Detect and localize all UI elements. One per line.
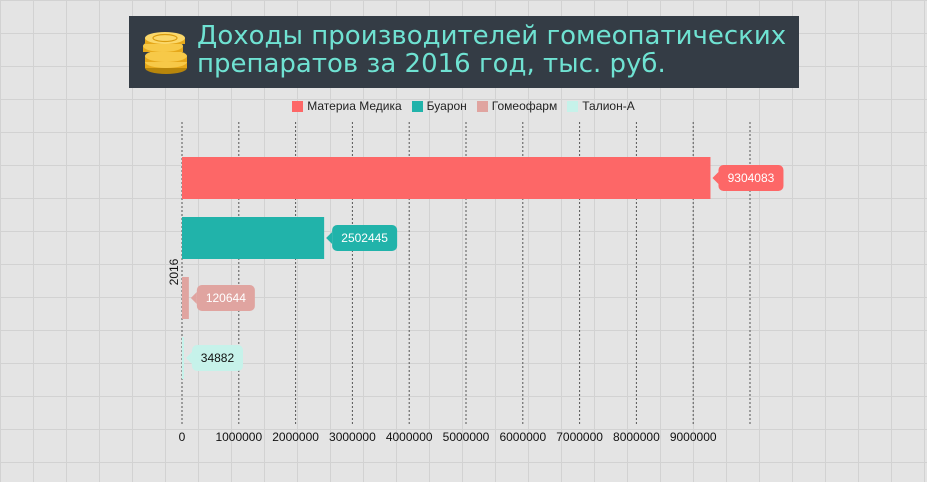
- x-tick-label: 4000000: [386, 430, 433, 444]
- x-tick-label: 2000000: [272, 430, 319, 444]
- bar: [182, 157, 711, 199]
- x-tick-label: 5000000: [443, 430, 490, 444]
- data-label-pointer: [185, 352, 192, 364]
- data-label-box: [332, 225, 398, 251]
- x-tick-label: 9000000: [670, 430, 717, 444]
- legend-label: Гомеофарм: [491, 99, 558, 113]
- x-tick-label: 0: [179, 430, 186, 444]
- gold-coins-icon: [143, 32, 187, 74]
- data-label-pointer: [190, 292, 197, 304]
- data-label-pointer: [712, 172, 719, 184]
- data-label: 34882: [201, 351, 235, 365]
- legend-item: Материа Медика: [292, 99, 402, 113]
- x-tick-label: 6000000: [499, 430, 546, 444]
- data-label-pointer: [326, 232, 333, 244]
- legend-label: Талион-А: [582, 99, 635, 113]
- bar: [182, 277, 189, 319]
- legend-item: Буарон: [411, 99, 467, 113]
- data-label: 2502445: [341, 231, 388, 245]
- legend-label: Буарон: [426, 99, 467, 113]
- legend-swatch: [567, 100, 579, 112]
- bar: [182, 337, 184, 379]
- legend: Материа Медика Буарон Гомеофарм Талион-А: [0, 98, 927, 114]
- x-tick-label: 1000000: [215, 430, 262, 444]
- data-label-box: [191, 345, 243, 371]
- legend-swatch: [476, 100, 488, 112]
- legend-label: Материа Медика: [307, 99, 402, 113]
- legend-item: Талион-А: [567, 99, 635, 113]
- x-tick-label: 7000000: [556, 430, 603, 444]
- data-label: 9304083: [728, 171, 775, 185]
- title-bar: Доходы производителей гомеопатических пр…: [129, 16, 799, 88]
- data-label: 120644: [206, 291, 246, 305]
- x-tick-label: 3000000: [329, 430, 376, 444]
- x-tick-label: 8000000: [613, 430, 660, 444]
- chart-title: Доходы производителей гомеопатических пр…: [197, 21, 787, 79]
- legend-swatch: [292, 100, 304, 112]
- legend-item: Гомеофарм: [476, 99, 558, 113]
- data-label-box: [196, 285, 255, 311]
- category-label: 2016: [167, 258, 181, 285]
- data-label-box: [718, 165, 784, 191]
- bar: [182, 217, 325, 259]
- legend-swatch: [411, 100, 423, 112]
